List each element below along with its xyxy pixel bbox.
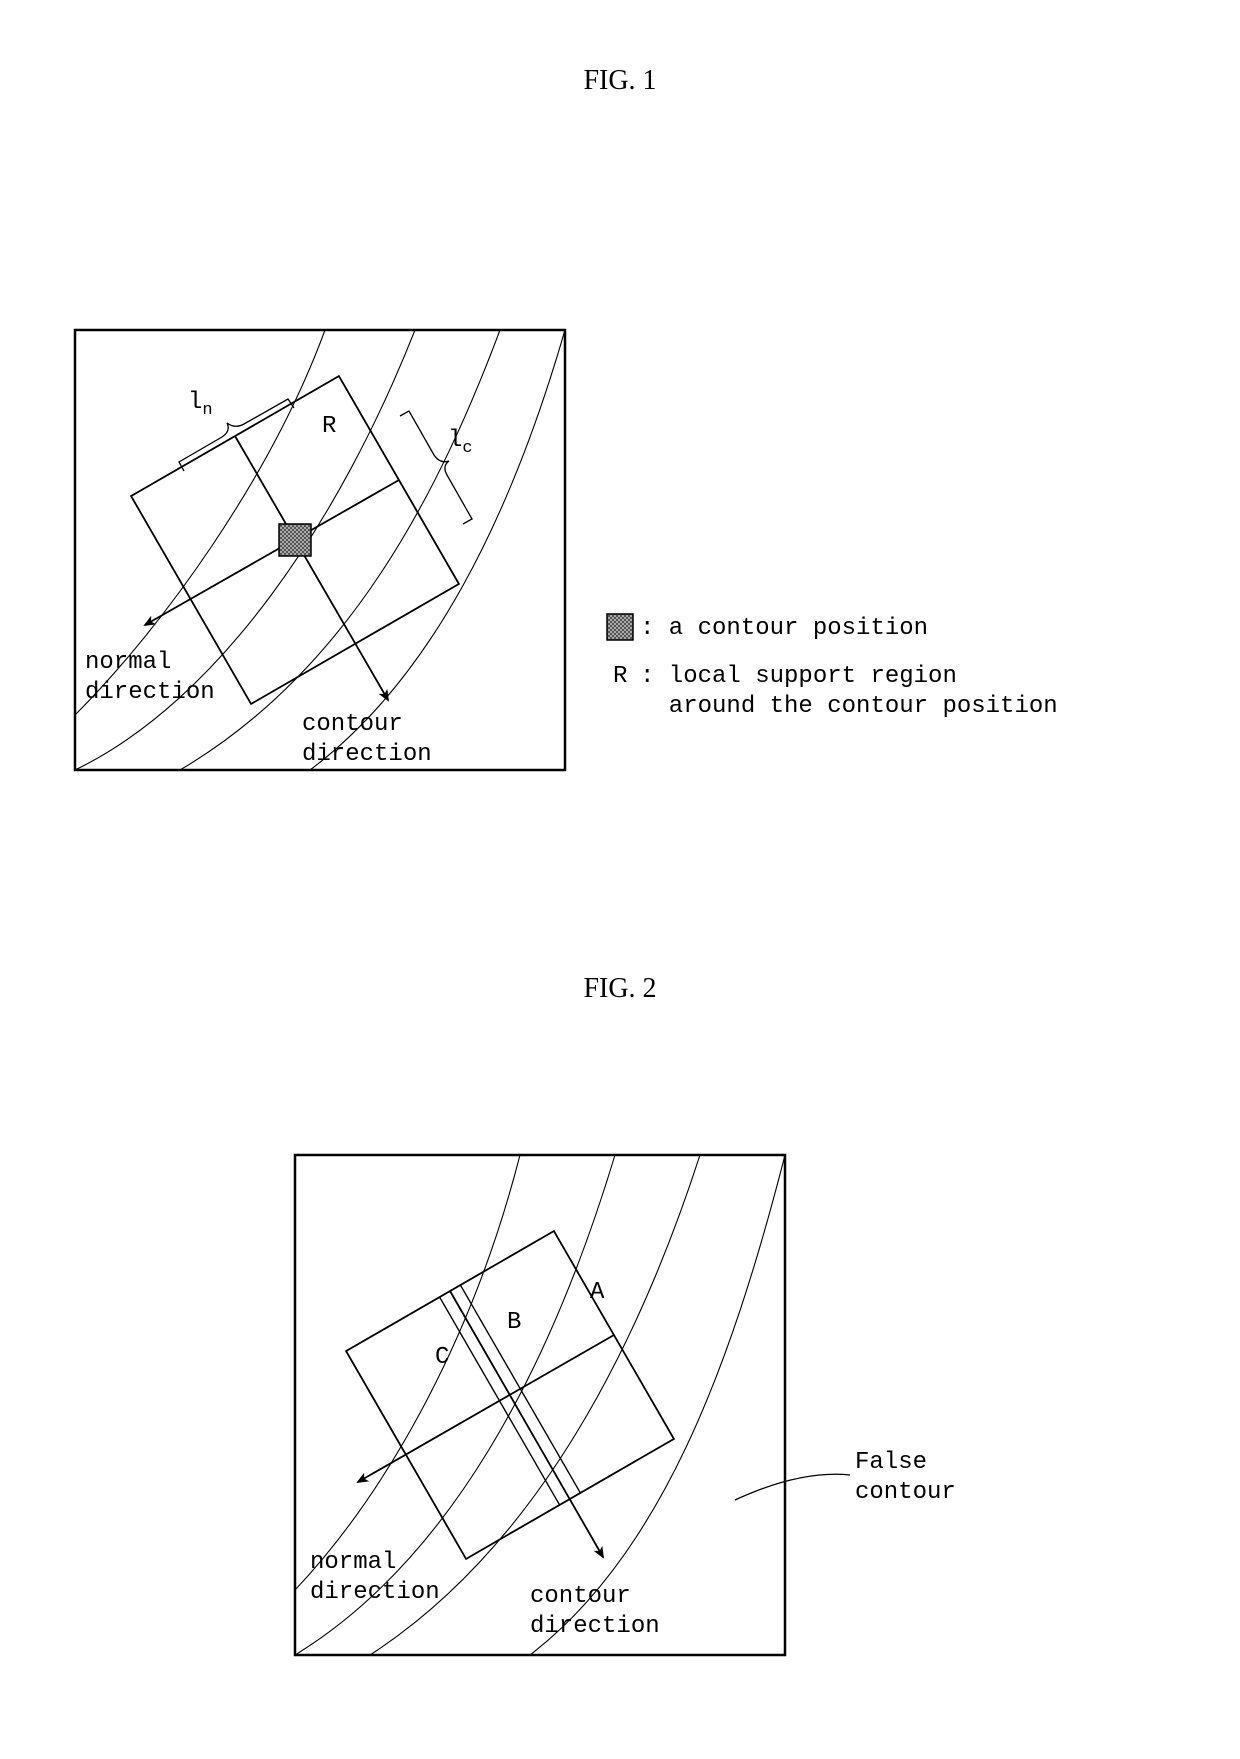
fig2-contour-dir-label: contour direction	[530, 1582, 660, 1642]
fig2-normal-dir-label: normal direction	[310, 1548, 440, 1608]
fig2-axes	[358, 1291, 614, 1557]
fig2-false-contour-label: False contour	[855, 1448, 956, 1508]
fig1-legend-swatch-icon	[605, 612, 635, 642]
fig2-label-B: B	[507, 1308, 521, 1338]
fig1-contour-point	[279, 524, 311, 556]
fig1-ln-sub: n	[202, 401, 212, 420]
fig1-legend-R-letter: R	[613, 662, 627, 692]
fig1-diagram	[0, 0, 1240, 900]
fig1-label-lc: lc	[448, 426, 473, 459]
fig1-contour-dir-label: contour direction	[302, 710, 432, 770]
fig1-normal-dir-label: normal direction	[85, 648, 215, 708]
fig1-lc-sub: c	[462, 439, 472, 458]
fig1-legend-swatch-text: : a contour position	[640, 614, 928, 644]
fig2-label-C: C	[435, 1343, 449, 1373]
fig2-callout-line	[735, 1474, 850, 1500]
fig1-label-ln: ln	[188, 388, 213, 421]
page: FIG. 1	[0, 0, 1240, 1759]
fig1-legend-R-text: : local support region around the contou…	[640, 662, 1058, 722]
fig1-label-R: R	[322, 412, 336, 442]
fig2-label-A: A	[590, 1278, 604, 1308]
